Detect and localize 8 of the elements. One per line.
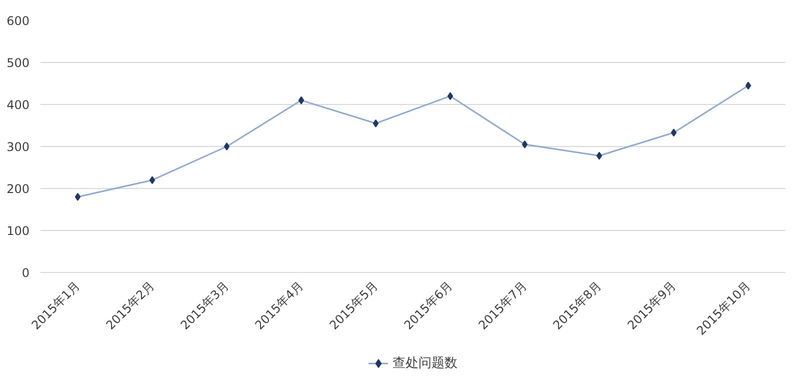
y-tick-label: 0 bbox=[22, 266, 30, 280]
y-tick-label: 200 bbox=[6, 182, 30, 196]
y-tick-label: 100 bbox=[6, 224, 30, 238]
y-tick-label: 400 bbox=[6, 98, 30, 112]
y-tick-label: 600 bbox=[6, 14, 30, 28]
y-tick-label: 300 bbox=[6, 140, 30, 154]
y-tick-label: 500 bbox=[6, 56, 30, 70]
legend-label: 查处问题数 bbox=[392, 354, 458, 372]
